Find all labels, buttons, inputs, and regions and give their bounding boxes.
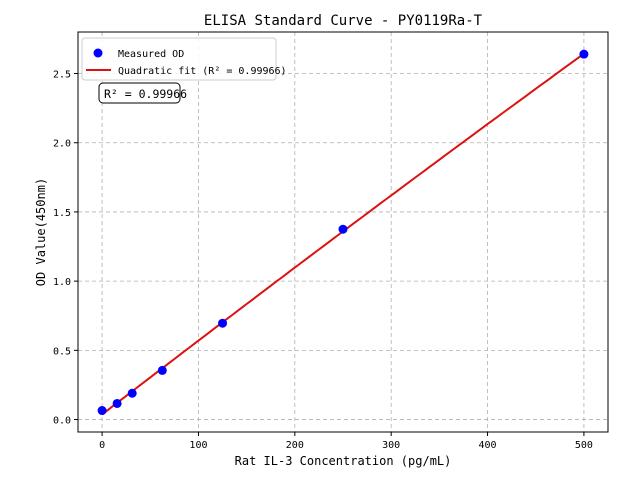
legend: Measured OD Quadratic fit (R² = 0.99966) <box>81 37 287 81</box>
r2-text: R² = 0.99966 <box>104 87 187 101</box>
x-axis-label: Rat IL-3 Concentration (pg/mL) <box>235 454 452 468</box>
fit-curve <box>101 52 585 416</box>
x-axis: 0 100 200 300 400 500 <box>99 432 593 451</box>
x-tick-label: 400 <box>479 440 497 451</box>
legend-label-measured: Measured OD <box>118 49 184 60</box>
y-axis: 0.0 0.5 1.0 1.5 2.0 2.5 <box>53 70 78 427</box>
x-tick-label: 300 <box>382 440 400 451</box>
fit-curve-layer <box>101 52 585 416</box>
data-point <box>127 388 137 398</box>
y-tick-label: 2.5 <box>53 70 71 81</box>
grid <box>78 32 608 432</box>
points-layer <box>97 49 589 416</box>
data-point <box>157 365 167 375</box>
legend-marker-measured <box>93 48 103 58</box>
y-axis-label: OD Value(450nm) <box>34 178 48 286</box>
r2-box <box>98 82 181 104</box>
legend-label-fit: Quadratic fit (R² = 0.99966) <box>118 66 287 77</box>
y-tick-label: 1.5 <box>53 208 71 219</box>
data-point <box>218 318 228 328</box>
plot-frame <box>77 31 609 433</box>
x-tick-label: 100 <box>189 440 207 451</box>
x-tick-label: 0 <box>99 440 105 451</box>
chart-title: ELISA Standard Curve - PY0119Ra-T <box>204 13 483 29</box>
y-tick-label: 2.0 <box>53 139 71 150</box>
x-tick-label: 200 <box>286 440 304 451</box>
y-tick-label: 0.0 <box>53 416 71 427</box>
legend-box <box>81 37 277 81</box>
data-point <box>338 224 348 234</box>
y-tick-label: 1.0 <box>53 277 71 288</box>
data-point <box>579 49 589 59</box>
x-tick-label: 500 <box>575 440 593 451</box>
data-point <box>97 406 107 416</box>
data-point <box>112 398 122 408</box>
r2-annotation: R² = 0.99966 <box>98 82 187 104</box>
y-tick-label: 0.5 <box>53 346 71 357</box>
